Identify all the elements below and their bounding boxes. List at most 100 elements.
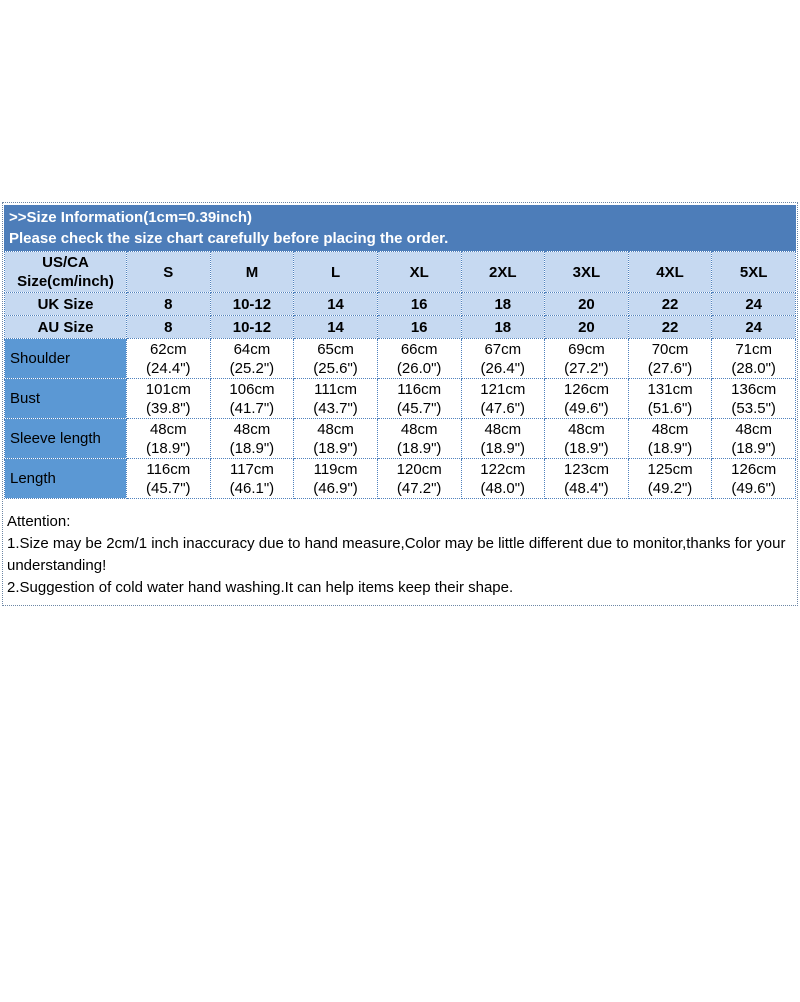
value-inch: (24.4") bbox=[146, 359, 191, 377]
value-inch: (53.5") bbox=[731, 399, 776, 417]
au-size-value: 10-12 bbox=[209, 315, 295, 339]
value-inch: (25.6") bbox=[313, 359, 358, 377]
value-inch: (18.9") bbox=[396, 439, 442, 457]
value-inch: (39.8") bbox=[146, 399, 191, 417]
uk-size-value: 24 bbox=[711, 292, 796, 316]
sleeve-value: 48cm (18.9") bbox=[126, 418, 211, 459]
size-column-header: 2XL bbox=[460, 251, 546, 293]
value-inch: (28.0") bbox=[731, 359, 776, 377]
size-info-panel: >>Size Information(1cm=0.39inch) Please … bbox=[2, 202, 798, 606]
shoulder-row: Shoulder 62cm (24.4") 64cm (25.2") 65cm (25… bbox=[4, 338, 796, 379]
value-cm: 71cm bbox=[735, 340, 773, 358]
bust-value: 101cm (39.8") bbox=[126, 378, 211, 419]
value-inch: (49.6") bbox=[564, 399, 609, 417]
value-cm: 131cm bbox=[647, 380, 693, 398]
value-cm: 70cm bbox=[651, 340, 689, 358]
sleeve-value: 48cm (18.9") bbox=[711, 418, 796, 459]
shoulder-label: Shoulder bbox=[4, 338, 127, 379]
value-inch: (46.1") bbox=[229, 479, 275, 497]
value-inch: (49.2") bbox=[647, 479, 693, 497]
uk-size-value: 16 bbox=[376, 292, 462, 316]
value-inch: (27.2") bbox=[564, 359, 609, 377]
bust-label: Bust bbox=[4, 378, 127, 419]
bust-value: 121cm (47.6") bbox=[460, 378, 546, 419]
value-inch: (18.9") bbox=[480, 439, 526, 457]
uk-size-value: 8 bbox=[126, 292, 211, 316]
value-cm: 48cm bbox=[233, 420, 271, 438]
value-cm: 48cm bbox=[317, 420, 354, 438]
value-inch: (26.0") bbox=[396, 359, 442, 377]
value-inch: (18.9") bbox=[647, 439, 693, 457]
attention-section: Attention: 1.Size may be 2cm/1 inch inac… bbox=[4, 499, 796, 601]
shoulder-value: 70cm (27.6") bbox=[627, 338, 713, 379]
size-column-header: S bbox=[126, 251, 211, 293]
value-cm: 123cm bbox=[563, 460, 609, 478]
value-cm: 126cm bbox=[731, 460, 777, 478]
size-column-header: XL bbox=[376, 251, 462, 293]
sleeve-value: 48cm (18.9") bbox=[460, 418, 546, 459]
bust-value: 136cm (53.5") bbox=[711, 378, 796, 419]
value-cm: 126cm bbox=[563, 380, 609, 398]
length-value: 116cm (45.7") bbox=[126, 458, 211, 499]
sleeve-length-label: Sleeve length bbox=[4, 418, 127, 459]
sleeve-value: 48cm (18.9") bbox=[293, 418, 378, 459]
length-value: 126cm (49.6") bbox=[711, 458, 796, 499]
bust-row: Bust 101cm (39.8") 106cm (41.7") 111cm (43.… bbox=[4, 378, 796, 419]
uk-size-label: UK Size bbox=[4, 292, 127, 316]
size-column-header: 3XL bbox=[544, 251, 629, 293]
value-inch: (26.4") bbox=[480, 359, 526, 377]
length-value: 122cm (48.0") bbox=[460, 458, 546, 499]
value-inch: (43.7") bbox=[313, 399, 358, 417]
bust-value: 116cm (45.7") bbox=[376, 378, 462, 419]
length-value: 125cm (49.2") bbox=[627, 458, 713, 499]
value-cm: 116cm bbox=[397, 380, 442, 398]
bust-value: 131cm (51.6") bbox=[627, 378, 713, 419]
corner-header-cell: US/CA Size(cm/inch) bbox=[4, 251, 127, 293]
sleeve-value: 48cm (18.9") bbox=[209, 418, 295, 459]
table-header-row: US/CA Size(cm/inch) S M L XL 2XL 3XL 4XL… bbox=[4, 251, 796, 293]
size-column-header: M bbox=[209, 251, 295, 293]
value-inch: (41.7") bbox=[229, 399, 275, 417]
value-cm: 48cm bbox=[484, 420, 522, 438]
sleeve-length-row: Sleeve length 48cm (18.9") 48cm (18.9") 48… bbox=[4, 418, 796, 459]
bust-value: 111cm (43.7") bbox=[293, 378, 378, 419]
shoulder-value: 64cm (25.2") bbox=[209, 338, 295, 379]
uk-size-value: 10-12 bbox=[209, 292, 295, 316]
au-size-value: 14 bbox=[293, 315, 378, 339]
uk-size-value: 22 bbox=[627, 292, 713, 316]
corner-label-line1: US/CA bbox=[42, 254, 89, 271]
attention-item-1: 1.Size may be 2cm/1 inch inaccuracy due … bbox=[7, 535, 786, 574]
value-cm: 48cm bbox=[400, 420, 438, 438]
value-inch: (48.0") bbox=[480, 479, 526, 497]
value-cm: 111cm bbox=[314, 380, 357, 398]
value-inch: (46.9") bbox=[313, 479, 358, 497]
value-inch: (18.9") bbox=[313, 439, 358, 457]
au-size-value: 24 bbox=[711, 315, 796, 339]
value-cm: 66cm bbox=[400, 340, 438, 358]
value-cm: 119cm bbox=[313, 460, 358, 478]
au-size-row: AU Size 8 10-12 14 16 18 20 22 24 bbox=[4, 315, 796, 339]
value-cm: 120cm bbox=[396, 460, 442, 478]
attention-item-2: 2.Suggestion of cold water hand washing.… bbox=[7, 579, 514, 596]
value-cm: 62cm bbox=[149, 340, 187, 358]
length-value: 119cm (46.9") bbox=[293, 458, 378, 499]
shoulder-value: 67cm (26.4") bbox=[460, 338, 546, 379]
value-cm: 106cm bbox=[229, 380, 275, 398]
au-size-value: 22 bbox=[627, 315, 713, 339]
sleeve-value: 48cm (18.9") bbox=[544, 418, 629, 459]
size-column-header: 4XL bbox=[627, 251, 713, 293]
bust-value: 106cm (41.7") bbox=[209, 378, 295, 419]
uk-size-row: UK Size 8 10-12 14 16 18 20 22 24 bbox=[4, 292, 796, 316]
banner-title: >>Size Information(1cm=0.39inch) bbox=[9, 209, 252, 226]
sleeve-value: 48cm (18.9") bbox=[627, 418, 713, 459]
value-inch: (48.4") bbox=[564, 479, 609, 497]
uk-size-value: 14 bbox=[293, 292, 378, 316]
value-inch: (18.9") bbox=[731, 439, 776, 457]
value-cm: 101cm bbox=[145, 380, 191, 398]
value-inch: (45.7") bbox=[396, 399, 442, 417]
length-label: Length bbox=[4, 458, 127, 499]
au-size-value: 20 bbox=[544, 315, 629, 339]
value-cm: 48cm bbox=[568, 420, 605, 438]
shoulder-value: 71cm (28.0") bbox=[711, 338, 796, 379]
size-info-banner: >>Size Information(1cm=0.39inch) Please … bbox=[4, 205, 796, 251]
